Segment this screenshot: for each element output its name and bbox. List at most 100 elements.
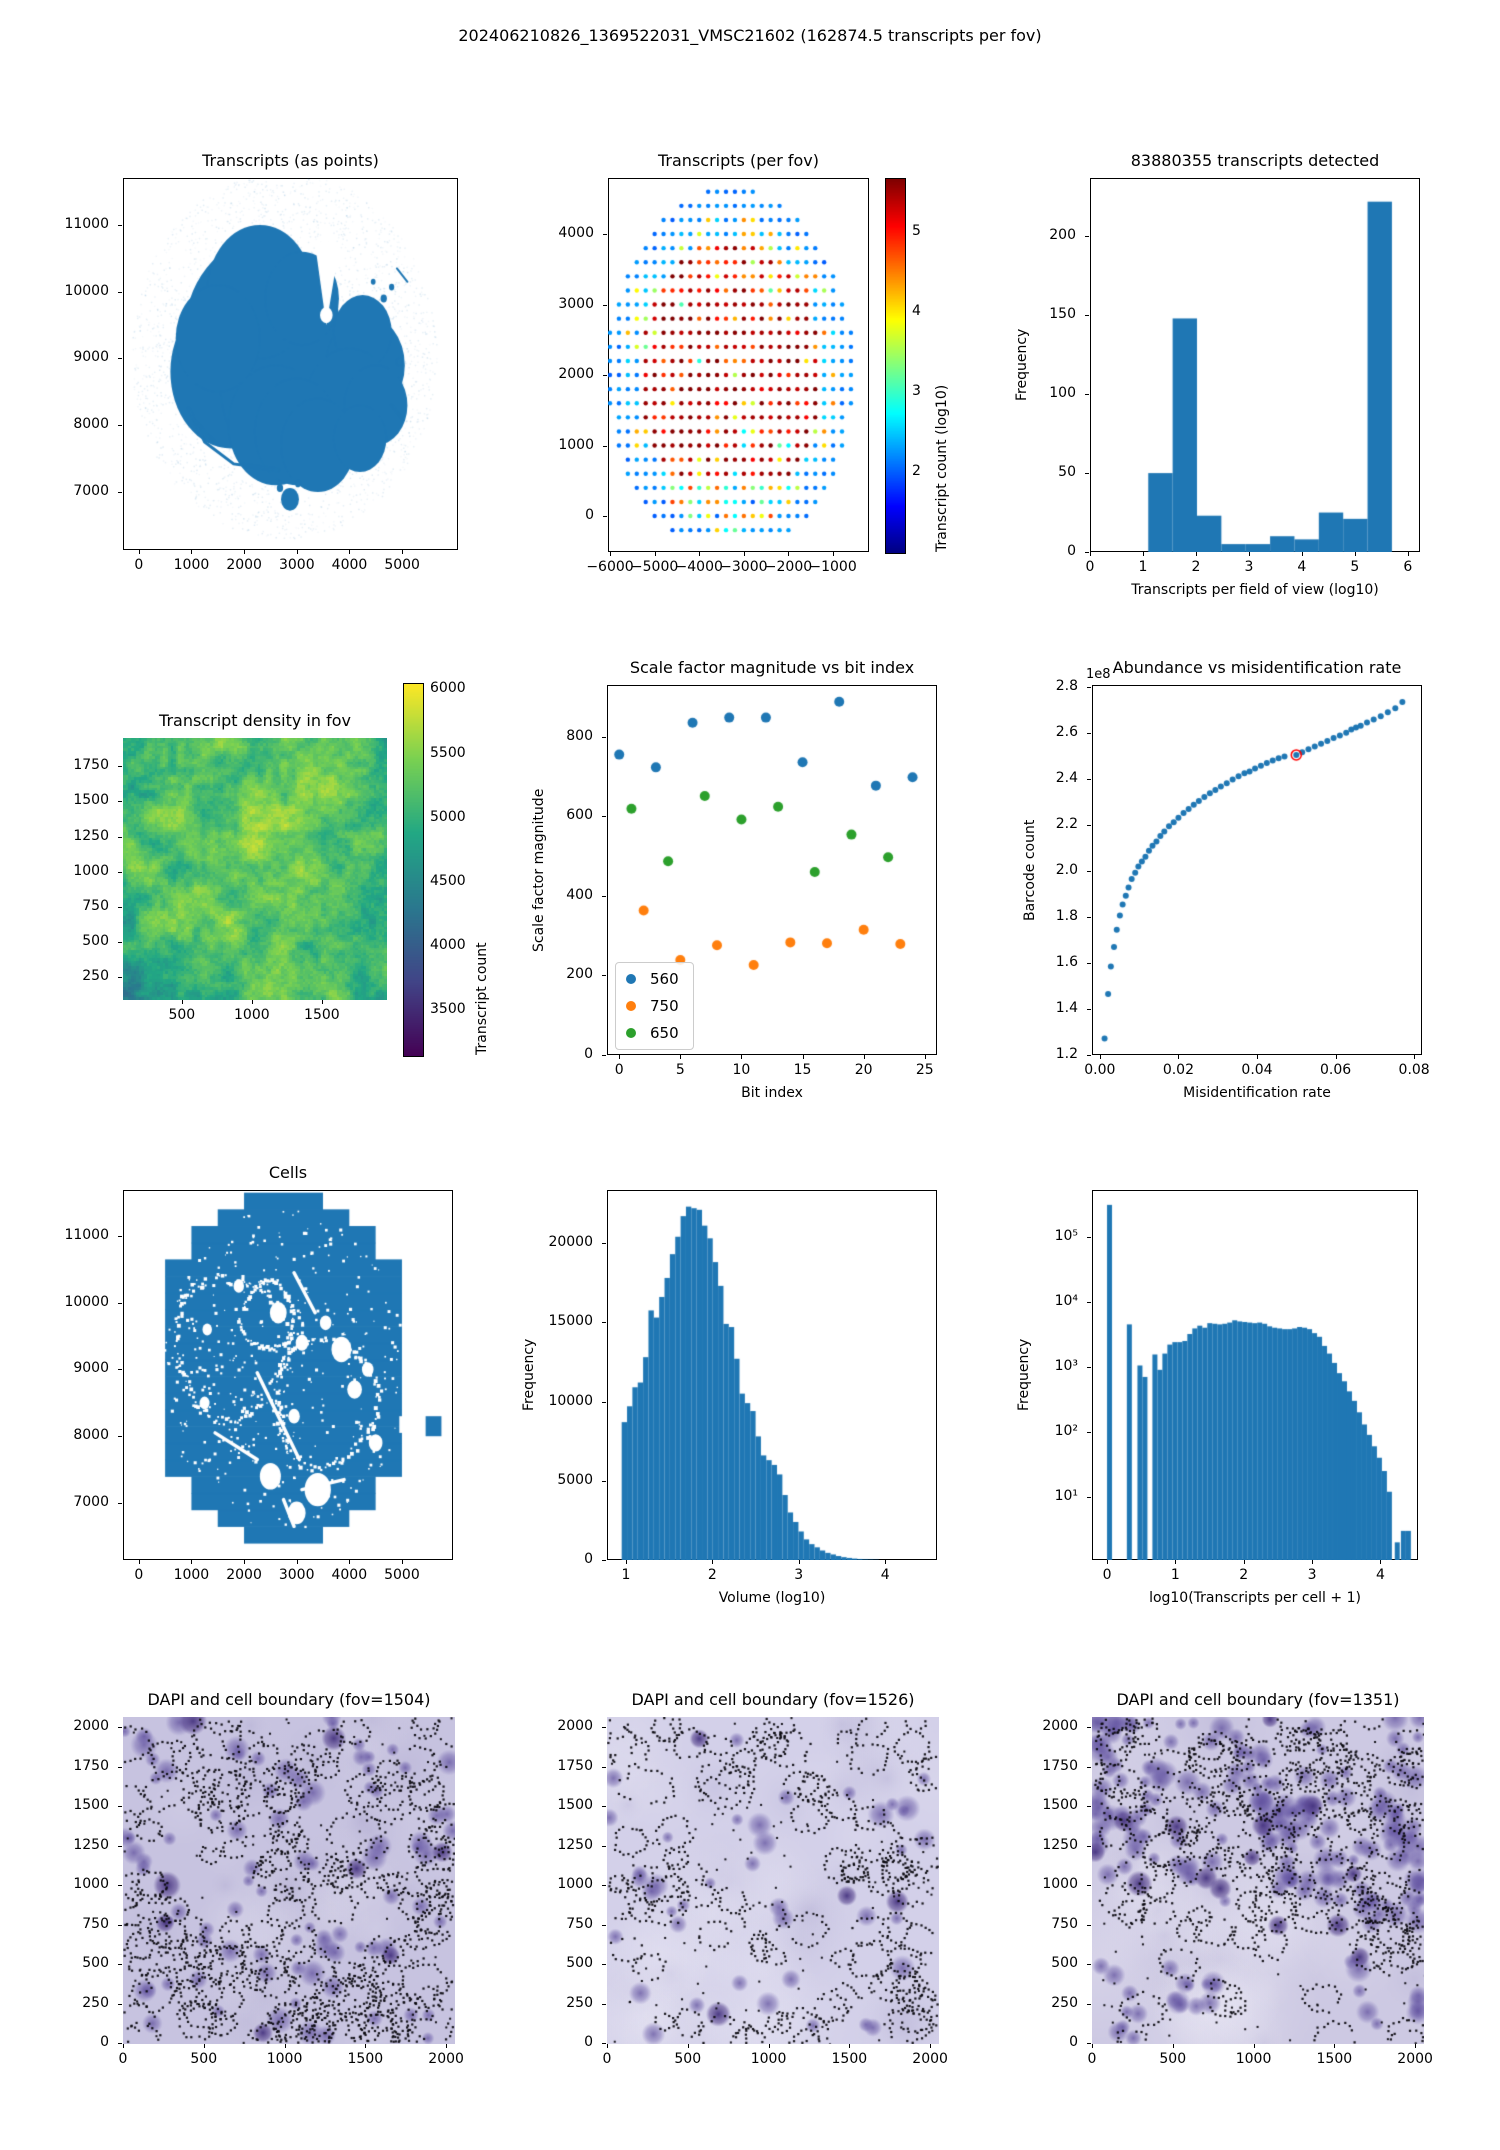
y-tick-mark (1085, 315, 1089, 317)
x-tick-mark (863, 1055, 865, 1059)
y-tick-label: 1250 (557, 1836, 593, 1853)
y-tick-label: 1500 (73, 1797, 109, 1814)
y-tick-mark (118, 801, 122, 803)
y-tick-mark (1087, 1301, 1091, 1303)
y-tick-mark (602, 1480, 606, 1482)
x-tick-label: 1000 (750, 2051, 787, 2067)
y-tick-mark (602, 975, 606, 977)
y-tick-label: 2000 (73, 1718, 109, 1735)
y-tick-label: 100 (1049, 385, 1076, 402)
x-tick-mark (712, 1560, 714, 1564)
x-tick-label: −2000 (764, 559, 813, 575)
y-tick-mark (1087, 1766, 1091, 1768)
x-tick-mark (296, 550, 298, 554)
x-tick-mark (244, 550, 246, 554)
y-tick-label: 2.8 (1055, 678, 1078, 695)
x-tick-label: 2000 (226, 557, 262, 573)
x-tick-label: 5 (675, 1062, 685, 1078)
cells-canvas (123, 1190, 453, 1560)
x-tick-mark (1301, 552, 1303, 556)
x-tick-mark (365, 2044, 367, 2048)
y-tick-mark (1087, 1366, 1091, 1368)
x-tick-mark (1380, 1560, 1382, 1564)
y-axis-label: Scale factor magnitude (531, 788, 547, 952)
y-tick-label: 10¹ (1054, 1487, 1078, 1504)
x-tick-label: 0.02 (1162, 1062, 1194, 1078)
x-tick-mark (1414, 1055, 1416, 1059)
y-tick-label: 20000 (548, 1234, 593, 1251)
y-tick-mark (602, 2043, 606, 2045)
colorbar-tick-label: 5500 (430, 744, 466, 761)
colorbar-tick-label: 4000 (430, 936, 466, 953)
y-tick-mark (602, 1766, 606, 1768)
y-tick-label: 0 (584, 1551, 593, 1567)
transcript-density-canvas (123, 738, 387, 1000)
y-tick-mark (603, 304, 607, 306)
y-tick-label: 200 (1049, 227, 1076, 244)
x-tick-mark (1142, 552, 1144, 556)
x-tick-label: 10 (732, 1062, 751, 1078)
y-tick-mark (118, 1964, 122, 1966)
x-tick-label: 2000 (912, 2051, 948, 2067)
y-tick-mark (1085, 236, 1089, 238)
y-tick-label: 1250 (1042, 1836, 1078, 1853)
colorbar-tick-label: 5000 (430, 808, 466, 825)
plot-title: Transcripts (per fov) (658, 151, 819, 170)
axis-offset-text: 1e8 (1086, 667, 1111, 682)
y-tick-label: 500 (82, 1955, 109, 1972)
y-tick-mark (1087, 1885, 1091, 1887)
x-tick-mark (1334, 2044, 1336, 2048)
y-tick-label: 600 (566, 807, 593, 824)
x-tick-label: 5000 (384, 1567, 420, 1583)
colorbar-gradient (886, 179, 905, 553)
x-tick-mark (251, 1000, 253, 1004)
x-tick-mark (924, 1055, 926, 1059)
x-tick-mark (1178, 1055, 1180, 1059)
y-tick-mark (602, 1964, 606, 1966)
x-tick-mark (349, 1560, 351, 1564)
y-tick-label: 5000 (557, 1471, 593, 1488)
y-tick-mark (118, 291, 122, 293)
x-tick-mark (610, 552, 611, 556)
legend-label: 750 (650, 997, 679, 1015)
y-tick-label: 1500 (1042, 1797, 1078, 1814)
colorbar (885, 178, 906, 554)
x-tick-label: 1 (621, 1567, 631, 1583)
plot-title: 83880355 transcripts detected (1130, 151, 1380, 170)
y-tick-mark (602, 895, 606, 897)
x-tick-mark (1257, 1055, 1258, 1059)
y-tick-label: 0 (584, 2034, 593, 2051)
x-tick-label: 1000 (234, 1007, 270, 1023)
y-tick-label: 500 (1051, 1955, 1078, 1972)
y-tick-label: 8000 (73, 1427, 109, 1444)
y-tick-mark (603, 516, 607, 518)
y-tick-label: 0 (100, 2034, 109, 2051)
x-tick-mark (788, 552, 790, 556)
y-tick-label: 1000 (73, 1876, 109, 1893)
y-tick-mark (602, 1055, 606, 1056)
y-tick-mark (1087, 871, 1091, 873)
y-tick-mark (602, 1885, 606, 1887)
x-tick-mark (296, 1560, 298, 1564)
colorbar-tick-label: 3500 (430, 1001, 466, 1018)
colorbar-tick-label: 4500 (430, 872, 466, 889)
y-tick-label: 750 (82, 1915, 109, 1932)
x-tick-mark (798, 1560, 800, 1564)
x-tick-mark (741, 1055, 743, 1059)
x-tick-label: 0 (614, 1062, 624, 1078)
y-tick-mark (1087, 1496, 1091, 1498)
y-tick-label: 1.6 (1055, 954, 1078, 971)
x-tick-mark (1195, 552, 1197, 556)
x-tick-label: 0 (134, 1567, 144, 1583)
x-axis-label: Misidentification rate (1183, 1085, 1331, 1101)
y-tick-label: 0 (1069, 2034, 1078, 2051)
y-tick-label: 1250 (73, 827, 109, 844)
x-axis-label: log10(Transcripts per cell + 1) (1149, 1590, 1361, 1606)
legend-label: 560 (650, 970, 679, 988)
legend: 560 750 650 (615, 962, 694, 1050)
y-tick-mark (118, 836, 122, 838)
x-tick-mark (244, 1560, 246, 1564)
x-tick-label: 0 (1085, 559, 1095, 575)
x-tick-label: −6000 (586, 559, 634, 575)
x-tick-label: 2 (1239, 1567, 1249, 1583)
